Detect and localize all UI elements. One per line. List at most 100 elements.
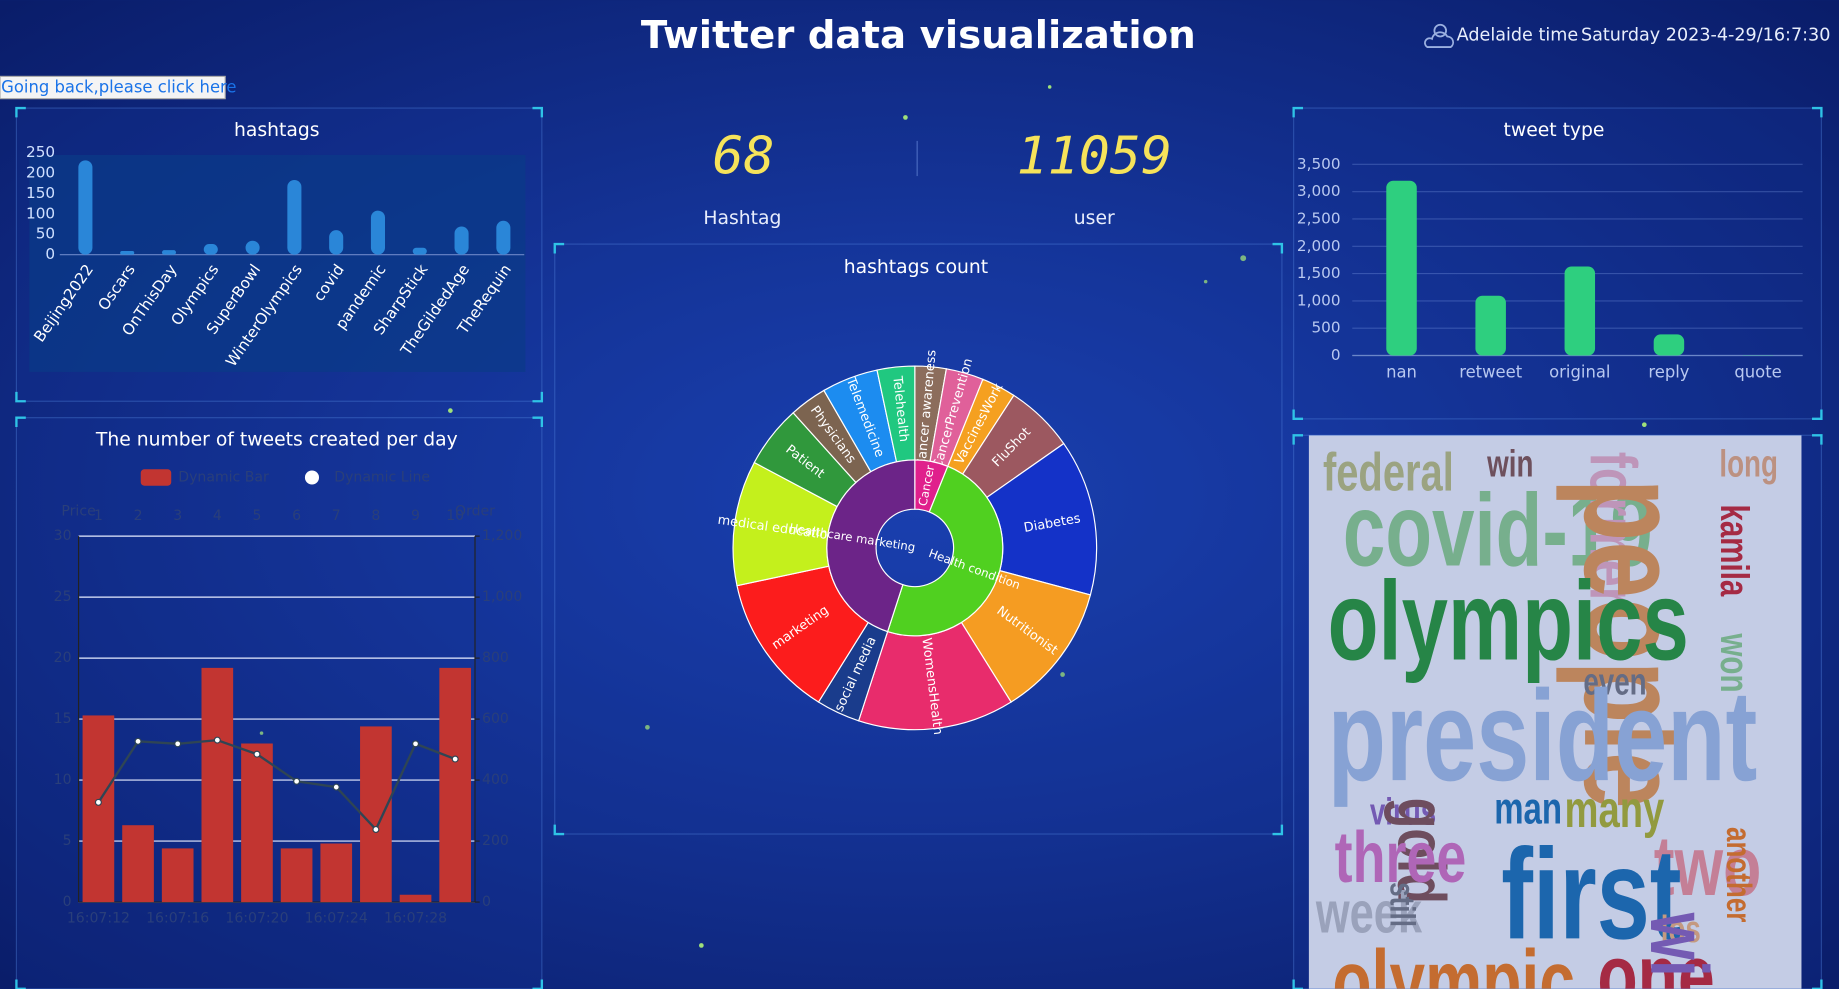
bar: [120, 250, 135, 255]
line-point: [332, 783, 340, 791]
x-tick-label: retweet: [1459, 363, 1523, 382]
x-tick-label: 16:07:24: [305, 910, 368, 926]
y-tick-label: 500: [1311, 319, 1340, 337]
bar: [203, 244, 218, 255]
legend-swatch: [304, 470, 320, 485]
y2-axis-name: Order: [455, 504, 495, 520]
word: one: [1597, 926, 1714, 989]
word: virus: [1370, 791, 1436, 833]
y-tick-label: 25: [54, 589, 72, 605]
word: los: [1661, 908, 1701, 950]
bar: [454, 226, 469, 255]
chart-title: hashtags: [234, 120, 320, 141]
y-tick-label: 1,000: [1297, 291, 1341, 309]
y2-tick-label: 600: [482, 711, 509, 727]
word: another: [1719, 827, 1759, 922]
x-tick-label: 16:07:20: [225, 910, 288, 926]
y2-tick-label: 0: [482, 894, 491, 910]
bar: [1653, 334, 1685, 356]
y-tick-label: 2,500: [1297, 209, 1341, 227]
x-tick-label: reply: [1648, 363, 1689, 382]
word: many: [1565, 780, 1665, 838]
panel-frame: [1293, 107, 1822, 420]
x-tick-label: quote: [1734, 363, 1781, 382]
x2-tick-label: 6: [292, 508, 301, 524]
x2-tick-label: 10: [446, 508, 464, 524]
word: people: [1556, 479, 1711, 809]
y-tick-label: 250: [26, 143, 55, 161]
bar: [241, 743, 273, 903]
y2-tick-label: 1,000: [482, 589, 522, 605]
x-tick-label: 16:07:28: [384, 910, 447, 926]
x2-tick-label: 8: [371, 508, 380, 524]
y2-tick-label: 800: [482, 650, 509, 666]
sunburst-parent: [886, 465, 1004, 637]
word: three: [1335, 816, 1467, 898]
panel-corner: [1292, 106, 1823, 421]
weather-icon: [1424, 23, 1455, 48]
bar: [370, 210, 386, 255]
word: long: [1719, 442, 1778, 484]
bar: [360, 726, 392, 903]
line-point: [293, 777, 301, 785]
line-point: [94, 798, 102, 806]
line-point: [134, 737, 142, 745]
bar: [320, 843, 353, 903]
x2-tick-label: 7: [332, 508, 341, 524]
stat-value: 11059: [1017, 127, 1172, 187]
word: won: [1712, 633, 1756, 693]
chart-title: hashtags count: [844, 257, 988, 278]
y-tick-label: 100: [26, 204, 55, 222]
word: first: [1501, 822, 1681, 966]
word: olympics: [1328, 557, 1689, 683]
word: covid-19: [1343, 473, 1653, 588]
bar: [161, 848, 194, 903]
word: still: [1382, 882, 1422, 927]
line-point: [253, 750, 261, 758]
bar: [1564, 266, 1596, 356]
panel-corner: [553, 242, 1284, 836]
y-tick-label: 50: [36, 225, 55, 243]
word: federal: [1323, 443, 1454, 503]
bar: [1386, 180, 1417, 356]
stat-value: 68: [713, 127, 775, 187]
bar: [245, 240, 260, 255]
y-tick-label: 1,500: [1297, 264, 1341, 282]
bar: [439, 667, 472, 903]
word: win: [1486, 442, 1533, 484]
y-tick-label: 3,500: [1297, 155, 1341, 173]
word: gold: [1384, 798, 1460, 904]
stat-label: Hashtag: [703, 208, 781, 229]
word: even: [1583, 660, 1646, 702]
word: wi: [1633, 912, 1724, 977]
y-tick-label: 200: [26, 164, 55, 182]
bar: [161, 250, 177, 255]
bar: [280, 848, 313, 903]
legend-swatch: [140, 469, 172, 486]
back-link-button[interactable]: [0, 75, 226, 100]
x-tick-label: 16:07:16: [146, 910, 209, 926]
y2-tick-label: 400: [482, 772, 509, 788]
bar: [329, 230, 344, 255]
line-point: [213, 736, 221, 744]
bar: [287, 179, 302, 255]
legend-label: Dynamic Line: [334, 469, 430, 485]
panel-corner: [15, 106, 544, 403]
y-tick-label: 0: [1331, 346, 1341, 364]
x-tick-label: nan: [1386, 363, 1417, 382]
page-title: Twitter data visualization: [641, 13, 1196, 58]
y-tick-label: 150: [26, 184, 55, 202]
wordcloud: federal win long covid-19formerpeoplekamila…: [1315, 442, 1778, 989]
panel-frame: [554, 243, 1283, 835]
line-point: [174, 740, 182, 748]
x2-tick-label: 5: [252, 508, 261, 524]
stars: [259, 27, 1647, 948]
word: week: [1315, 879, 1422, 945]
bar: [412, 247, 427, 255]
back-link[interactable]: Going back,please click here: [1, 78, 236, 97]
plot-area: [29, 154, 526, 372]
y2-tick-label: 200: [482, 833, 509, 849]
line-point: [372, 825, 380, 834]
sunburst-parent: [826, 459, 916, 633]
